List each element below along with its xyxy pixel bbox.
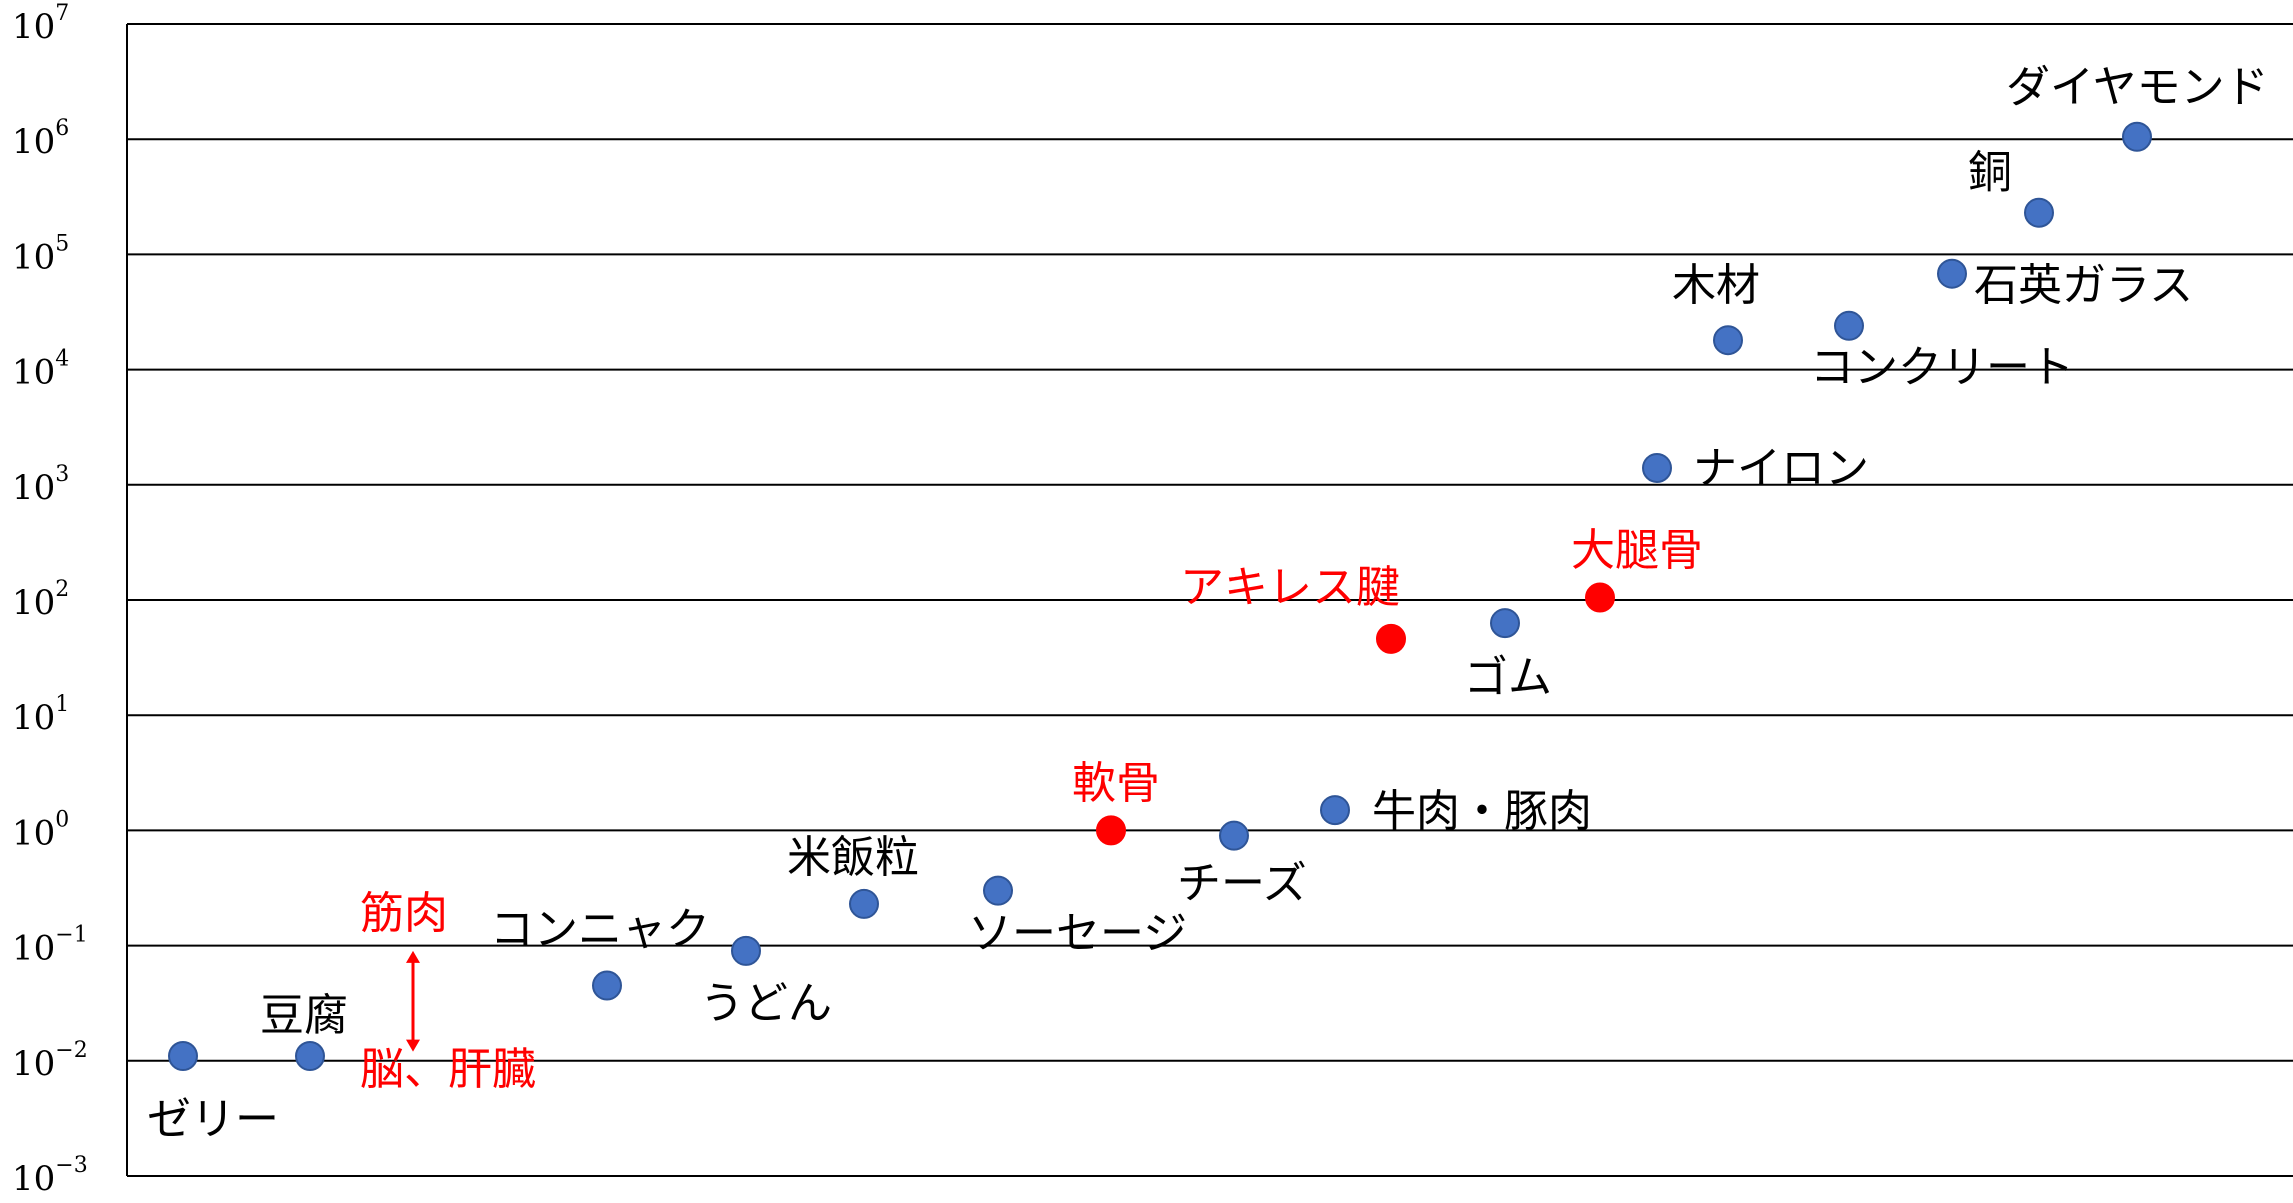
- annotation-group: 筋肉脳、肝臓: [360, 888, 536, 1095]
- y-tick-base: 10: [12, 698, 55, 738]
- data-point: [295, 1041, 325, 1072]
- y-tick-exponent: 4: [55, 347, 69, 372]
- point-label: 米飯粒: [787, 832, 919, 883]
- y-tick-base: 10: [12, 468, 55, 508]
- data-point: [983, 875, 1013, 906]
- data-point: [1376, 623, 1406, 654]
- y-tick-base: 10: [12, 122, 55, 162]
- y-tick-label: 101: [12, 692, 69, 738]
- data-point: [2122, 121, 2152, 152]
- point-label: コンニャク: [490, 904, 710, 955]
- data-point: [849, 888, 879, 919]
- y-tick-exponent: −3: [55, 1153, 87, 1178]
- point-label: 大腿骨: [1571, 525, 1703, 576]
- y-tick-label: 10−1: [12, 923, 88, 969]
- y-tick-exponent: 5: [55, 231, 69, 256]
- data-point: [1834, 310, 1864, 341]
- arrow-down-icon: [406, 1039, 420, 1052]
- point-label: 石英ガラス: [1974, 260, 2193, 311]
- y-tick-label: 105: [12, 231, 69, 277]
- y-tick-base: 10: [12, 813, 55, 853]
- y-tick-label: 10−3: [12, 1153, 88, 1199]
- point-label: ソーセージ: [968, 908, 1187, 959]
- y-tick-exponent: 1: [55, 692, 69, 717]
- y-tick-exponent: −1: [55, 923, 87, 948]
- annotation-label: 脳、肝臓: [360, 1044, 536, 1095]
- point-label: うどん: [700, 978, 832, 1029]
- data-point: [1490, 608, 1520, 639]
- y-tick-label: 106: [12, 116, 69, 162]
- annotation-label: 筋肉: [360, 888, 448, 939]
- point-label: コンクリート: [1810, 342, 2074, 393]
- point-label: ゴム: [1464, 652, 1552, 703]
- y-tick-exponent: 7: [55, 1, 69, 26]
- point-label: 牛肉・豚肉: [1372, 786, 1592, 837]
- point-label: 豆腐: [260, 990, 348, 1041]
- point-label: ナイロン: [1693, 443, 1869, 494]
- y-tick-exponent: 0: [55, 807, 69, 832]
- point-label: 軟骨: [1072, 758, 1160, 809]
- data-point: [1096, 815, 1126, 846]
- y-tick-exponent: −2: [55, 1038, 87, 1063]
- y-tick-base: 10: [12, 583, 55, 623]
- point-label: アキレス腱: [1180, 562, 1400, 613]
- y-tick-exponent: 3: [55, 462, 69, 487]
- data-point: [1320, 795, 1350, 826]
- point-label: ダイヤモンド: [2006, 62, 2269, 113]
- data-point: [1713, 325, 1743, 356]
- grid-lines: [126, 23, 2293, 1177]
- y-tick-label: 107: [12, 1, 69, 47]
- data-point: [1585, 582, 1615, 613]
- data-point: [2024, 197, 2054, 228]
- y-tick-base: 10: [12, 237, 55, 277]
- data-point: [1219, 820, 1249, 851]
- data-point: [1642, 452, 1672, 483]
- data-points: [168, 121, 2152, 1072]
- y-tick-exponent: 6: [55, 116, 69, 141]
- data-point: [731, 935, 761, 966]
- y-tick-label: 10−2: [12, 1038, 88, 1084]
- y-tick-exponent: 2: [55, 577, 69, 602]
- y-tick-label: 102: [12, 577, 69, 623]
- point-label: 木材: [1672, 260, 1760, 311]
- y-tick-base: 10: [12, 929, 55, 969]
- data-point: [592, 970, 622, 1001]
- y-tick-base: 10: [12, 1159, 55, 1199]
- y-tick-label: 103: [12, 462, 69, 508]
- y-tick-base: 10: [12, 1044, 55, 1084]
- point-label: チーズ: [1177, 858, 1307, 909]
- y-tick-label: 104: [12, 347, 69, 393]
- y-tick-label: 100: [12, 807, 69, 853]
- point-label: ゼリー: [147, 1094, 279, 1145]
- point-label: 銅: [1968, 147, 2012, 198]
- y-tick-base: 10: [12, 353, 55, 393]
- data-point: [1937, 258, 1967, 289]
- y-tick-base: 10: [12, 7, 55, 47]
- data-point: [168, 1041, 198, 1072]
- arrow-up-icon: [406, 950, 420, 963]
